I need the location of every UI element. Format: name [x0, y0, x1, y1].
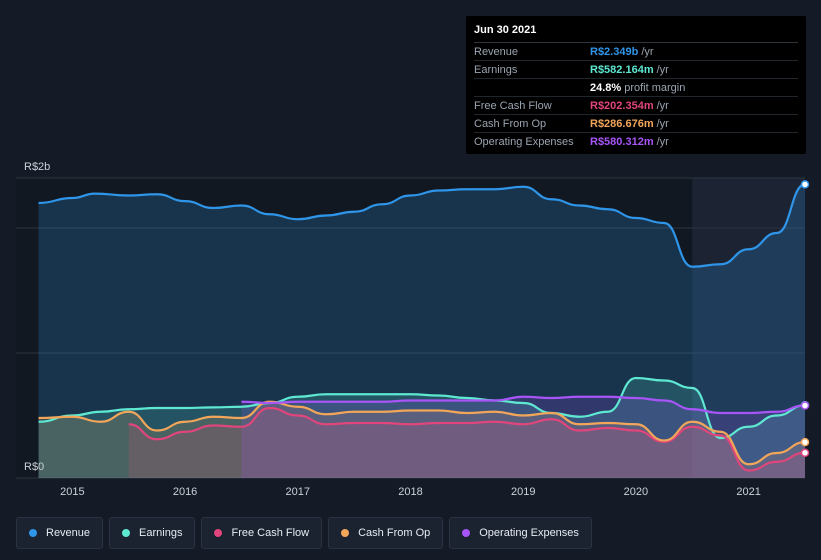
tooltip-unit: /yr — [656, 135, 669, 148]
legend-item[interactable]: Revenue — [16, 517, 104, 549]
tooltip-label: Free Cash Flow — [474, 99, 552, 112]
x-tick-label: 2015 — [60, 486, 84, 498]
tooltip-value: R$582.164m — [590, 63, 654, 76]
legend-item[interactable]: Cash From Op — [328, 517, 444, 549]
y-tick-label: R$0 — [24, 461, 44, 473]
tooltip-value: R$286.676m — [590, 117, 654, 130]
tooltip-date: Jun 30 2021 — [474, 24, 798, 43]
series-line — [241, 395, 806, 415]
tooltip-unit: profit margin — [624, 81, 686, 94]
tooltip-row: 24.8% profit margin — [474, 79, 798, 97]
series-line — [38, 376, 806, 440]
tooltip-row: Earnings R$582.164m/yr — [474, 61, 798, 79]
x-tick-label: 2018 — [398, 486, 422, 498]
series-end-point — [800, 401, 810, 410]
tooltip-label: Operating Expenses — [474, 135, 574, 148]
legend-label: Revenue — [46, 527, 91, 539]
legend-label: Free Cash Flow — [231, 527, 310, 539]
series-end-point — [800, 437, 810, 447]
tooltip-value: 24.8% — [590, 81, 622, 94]
series-end-point — [800, 180, 810, 189]
tooltip-label: Cash From Op — [474, 117, 547, 130]
legend-dot-icon — [462, 529, 471, 537]
legend-label: Operating Expenses — [479, 527, 579, 539]
legend: Revenue Earnings Free Cash Flow Cash From O… — [16, 517, 592, 549]
tooltip-row: Revenue R$2.349b/yr — [474, 43, 798, 61]
series-end-point — [800, 448, 810, 457]
tooltip-value: R$580.312m — [590, 135, 654, 148]
x-tick-label: 2016 — [173, 486, 197, 498]
tooltip-unit: /yr — [656, 99, 669, 112]
x-tick-label: 2021 — [736, 486, 760, 498]
tooltip-label: Revenue — [474, 45, 519, 58]
x-tick-label: 2019 — [511, 486, 535, 498]
tooltip-row: Cash From Op R$286.676m/yr — [474, 115, 798, 133]
legend-label: Earnings — [139, 527, 183, 539]
series-area — [241, 396, 805, 478]
tooltip-unit: /yr — [641, 45, 654, 58]
chart-area: R$2b R$0 2015 2016 2017 2018 2019 2020 2021 — [16, 161, 810, 498]
tooltip-row: Operating Expenses R$580.312m/yr — [474, 133, 798, 150]
legend-dot-icon — [341, 529, 350, 537]
tooltip-label: Earnings — [474, 63, 518, 76]
series-area — [38, 401, 806, 478]
x-tick-label: 2017 — [286, 486, 310, 498]
series-line — [38, 183, 806, 268]
legend-dot-icon — [214, 529, 223, 537]
legend-dot-icon — [29, 529, 37, 537]
legend-item[interactable]: Free Cash Flow — [201, 517, 323, 549]
tooltip-unit: /yr — [656, 117, 669, 130]
tooltip-value: R$2.349b — [590, 45, 639, 58]
legend-item[interactable]: Operating Expenses — [449, 517, 592, 549]
series-area — [38, 378, 806, 478]
series-line — [128, 406, 806, 472]
tooltip-unit: /yr — [656, 63, 669, 76]
series-line — [38, 400, 806, 466]
legend-label: Cash From Op — [358, 527, 431, 539]
legend-dot-icon — [122, 529, 131, 537]
tooltip-panel: Jun 30 2021 Revenue R$2.349b/yr Earnings R$… — [466, 16, 806, 154]
series-area — [128, 408, 805, 478]
tooltip-row: Free Cash Flow R$202.354m/yr — [474, 97, 798, 115]
y-tick-label: R$2b — [24, 161, 50, 173]
series-area — [38, 184, 806, 478]
tooltip-value: R$202.354m — [590, 99, 654, 112]
legend-item[interactable]: Earnings — [109, 517, 196, 549]
x-tick-label: 2020 — [624, 486, 648, 498]
